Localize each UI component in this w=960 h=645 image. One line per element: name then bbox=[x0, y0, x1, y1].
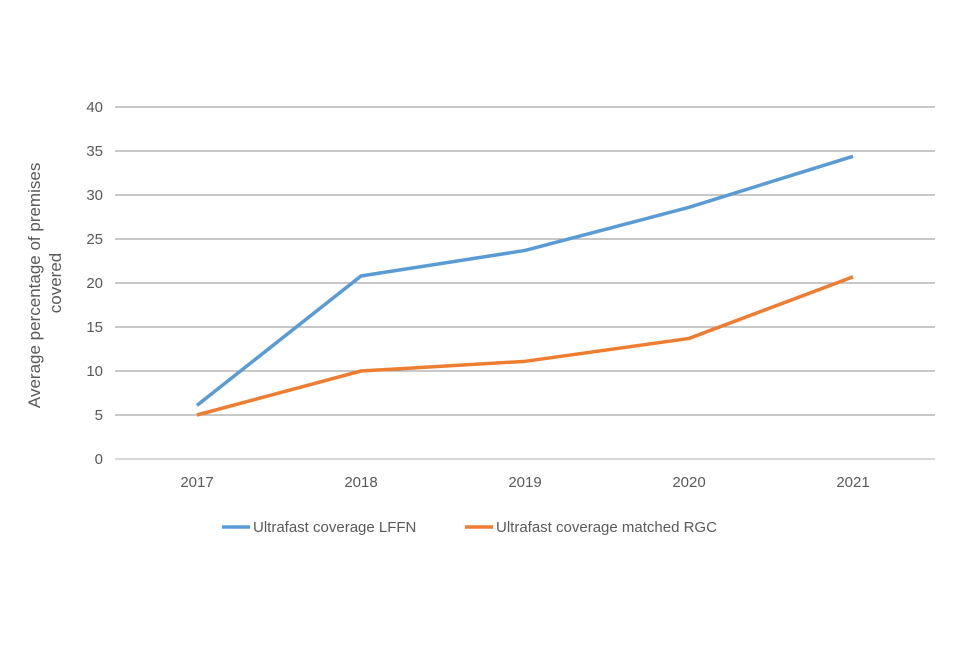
legend-label-0: Ultrafast coverage LFFN bbox=[253, 519, 416, 536]
x-tick-label: 2021 bbox=[836, 474, 869, 491]
y-tick-label: 20 bbox=[86, 275, 103, 292]
series-line-0 bbox=[197, 156, 853, 405]
y-tick-label: 15 bbox=[86, 319, 103, 336]
y-axis-label: Average percentage of premises covered bbox=[25, 158, 65, 408]
y-tick-label: 5 bbox=[95, 407, 103, 424]
y-tick-label: 40 bbox=[86, 99, 103, 116]
y-tick-label: 10 bbox=[86, 363, 103, 380]
x-tick-label: 2017 bbox=[180, 474, 213, 491]
y-tick-label: 35 bbox=[86, 143, 103, 160]
x-tick-label: 2018 bbox=[344, 474, 377, 491]
x-tick-label: 2019 bbox=[508, 474, 541, 491]
y-tick-label: 0 bbox=[95, 451, 103, 468]
y-axis-label-line-2: covered bbox=[46, 253, 65, 313]
y-axis-label-line-1: Average percentage of premises bbox=[25, 163, 44, 408]
y-tick-label: 25 bbox=[86, 231, 103, 248]
x-tick-label: 2020 bbox=[672, 474, 705, 491]
legend-label-1: Ultrafast coverage matched RGC bbox=[496, 519, 717, 536]
y-tick-label: 30 bbox=[86, 187, 103, 204]
series-line-1 bbox=[197, 277, 853, 415]
legend: Ultrafast coverage LFFN Ultrafast coverag… bbox=[222, 519, 717, 536]
